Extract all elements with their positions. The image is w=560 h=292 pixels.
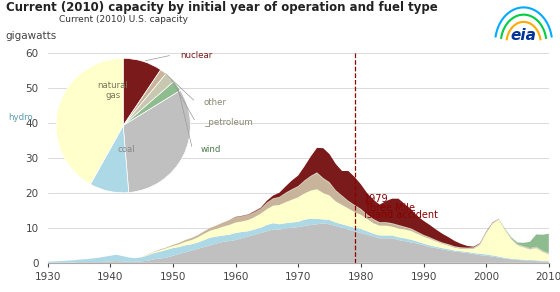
Wedge shape <box>123 58 161 126</box>
Text: hydro: hydro <box>8 113 32 122</box>
Text: Island accident: Island accident <box>364 210 438 220</box>
Text: gigawatts: gigawatts <box>6 31 57 41</box>
Text: wind: wind <box>200 145 221 154</box>
Text: 1979: 1979 <box>364 194 389 204</box>
Wedge shape <box>123 91 190 192</box>
Text: Current (2010) U.S. capacity: Current (2010) U.S. capacity <box>59 15 188 24</box>
Text: eia: eia <box>511 28 536 43</box>
Text: Current (2010) capacity by initial year of operation and fuel type: Current (2010) capacity by initial year … <box>6 1 437 15</box>
Wedge shape <box>90 126 129 193</box>
Text: nuclear: nuclear <box>180 51 213 60</box>
Wedge shape <box>123 74 174 126</box>
Text: other: other <box>204 98 227 107</box>
Text: natural
gas: natural gas <box>98 81 128 100</box>
Text: Three Mile: Three Mile <box>364 203 415 213</box>
Wedge shape <box>56 58 123 184</box>
Wedge shape <box>123 81 180 126</box>
Text: coal: coal <box>118 145 136 154</box>
Wedge shape <box>123 70 166 126</box>
Text: _petroleum: _petroleum <box>204 118 253 127</box>
